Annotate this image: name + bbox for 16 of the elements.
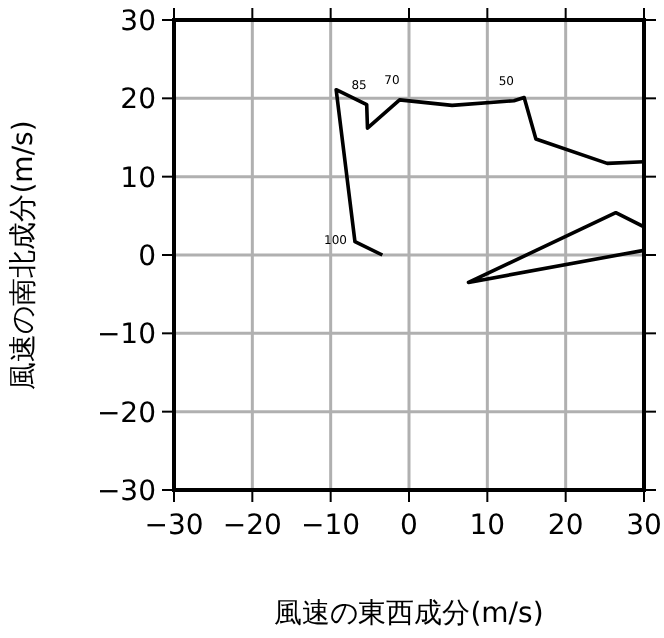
y-tick-label: 10	[120, 162, 156, 195]
x-tick-label: 30	[626, 510, 662, 542]
x-tick-label: −10	[301, 510, 361, 542]
x-tick-label: 10	[469, 510, 506, 542]
y-tick-label: 20	[120, 84, 156, 117]
y-tick-label: −20	[96, 397, 156, 430]
y-tick-label: 30	[120, 6, 156, 38]
y-axis-title: 風速の南北成分(m/s)	[8, 120, 40, 390]
x-tick-label: −20	[222, 510, 282, 542]
x-tick-label: 0	[400, 510, 418, 542]
x-tick-label: 20	[547, 510, 584, 542]
y-tick-label: −10	[96, 319, 156, 352]
y-tick-label: −30	[96, 476, 156, 508]
x-axis-title: 風速の東西成分(m/s)	[274, 598, 544, 630]
x-tick-label: −30	[144, 510, 204, 542]
y-tick-label: 0	[138, 241, 156, 273]
